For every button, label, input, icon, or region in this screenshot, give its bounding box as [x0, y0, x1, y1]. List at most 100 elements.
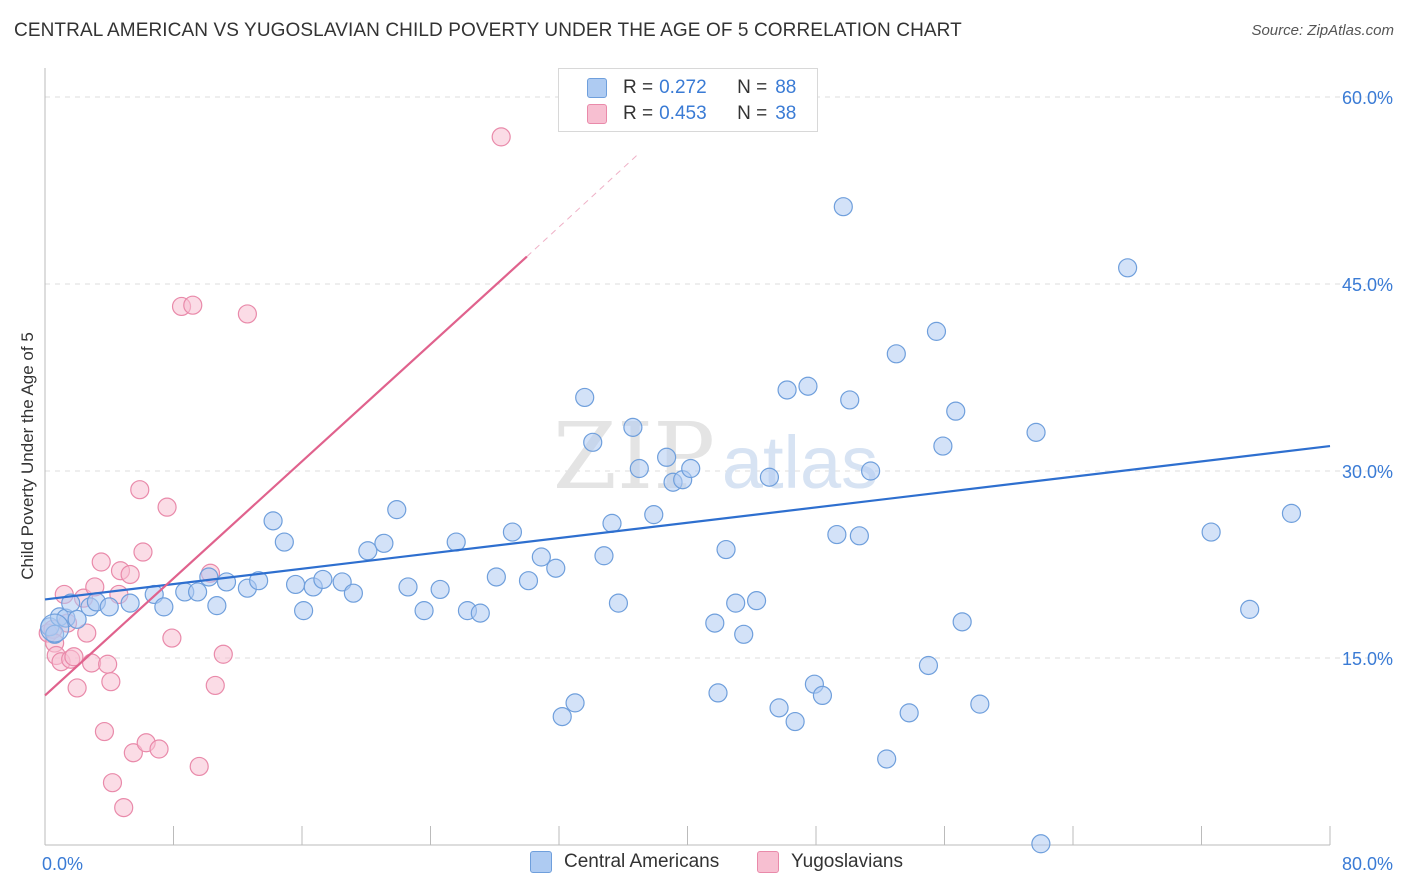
central-american-point [1031, 834, 1051, 854]
central-american-point [45, 624, 65, 644]
central-american-point [99, 597, 119, 617]
central-american-point [970, 694, 990, 714]
yugoslavian-point [101, 672, 121, 692]
yugoslavian-point [149, 739, 169, 759]
yugoslavians-points [38, 127, 511, 818]
watermark: ZIP atlas [553, 403, 878, 510]
central-american-point [840, 390, 860, 410]
central-american-point [726, 593, 746, 613]
chart-title: CENTRAL AMERICAN VS YUGOSLAVIAN CHILD PO… [14, 20, 962, 41]
y-tick-label: 15.0% [1342, 649, 1393, 669]
legend-r-value: 0.453 [659, 103, 707, 124]
central-american-point [552, 706, 572, 727]
legend-r-value: 0.272 [659, 77, 707, 98]
yugoslavian-point [120, 564, 140, 585]
central-american-point [358, 541, 378, 561]
central-american-point [716, 539, 736, 560]
central-american-point [565, 693, 585, 713]
central-american-point [657, 447, 677, 467]
stats-legend: R = 0.272 N = 88 R = 0.453 N = 38 [558, 68, 818, 132]
central-american-point [294, 601, 314, 621]
legend-r-label: R = [623, 77, 654, 98]
yugoslavian-point [205, 675, 225, 696]
central-american-point [285, 574, 306, 595]
central-american-point [705, 613, 725, 633]
central-american-point [926, 321, 947, 341]
trend-lines [44, 152, 1331, 697]
legend-n-value: 88 [775, 77, 797, 98]
central-american-point [374, 533, 394, 553]
central-american-point [708, 683, 728, 703]
series-legend: Central Americans Yugoslavians [0, 851, 1406, 877]
central-american-point [861, 461, 881, 481]
central-american-point [531, 547, 551, 567]
yugoslavian-point [237, 304, 257, 324]
central-american-point [886, 344, 906, 364]
yugoslavian-point [67, 678, 87, 698]
yugoslavian-point [123, 743, 143, 763]
central-american-point [623, 417, 643, 437]
grid-lines [45, 96, 1393, 659]
series-swatch-pink [757, 851, 779, 873]
central-americans-trend-line [44, 444, 1331, 601]
central-american-point [1118, 258, 1138, 278]
yugoslavian-point [64, 647, 84, 667]
legend-n-label: N = [737, 77, 768, 98]
yugoslavians-trend-extension [526, 152, 640, 257]
central-american-point [575, 387, 595, 408]
tick-labels: 15.0% 30.0% 45.0% 60.0% 0.0% 80.0% [42, 88, 1393, 874]
series-legend-yugoslavians[interactable]: Yugoslavians [757, 851, 903, 873]
yugoslavian-point [81, 653, 102, 673]
central-american-point [414, 601, 434, 621]
legend-n-label: N = [737, 103, 768, 124]
central-american-point [154, 597, 174, 617]
x-tick-label: 80.0% [1342, 854, 1393, 874]
central-american-point [216, 572, 237, 592]
central-american-point [313, 569, 333, 590]
series-name-yugoslavians: Yugoslavians [791, 851, 903, 872]
central-american-point [827, 524, 847, 545]
central-american-point [387, 500, 407, 520]
legend-swatch-pink [587, 104, 607, 124]
central-american-point [1201, 522, 1221, 542]
central-american-point [518, 571, 539, 591]
central-american-point [343, 583, 363, 603]
central-american-point [602, 513, 622, 533]
y-tick-label: 30.0% [1342, 462, 1393, 482]
central-american-point [446, 532, 466, 552]
central-americans-points [40, 197, 1302, 854]
yugoslavian-point [94, 721, 115, 742]
series-swatch-blue [530, 851, 552, 873]
yugoslavian-point [114, 797, 134, 818]
central-american-point [877, 749, 897, 769]
y-tick-label: 45.0% [1342, 275, 1393, 295]
central-american-point [798, 376, 818, 396]
central-american-point [67, 609, 87, 629]
central-american-point [274, 532, 294, 552]
central-american-point [933, 436, 953, 456]
yugoslavian-point [189, 756, 209, 777]
legend-n-value: 38 [775, 103, 797, 124]
central-american-point [1240, 599, 1260, 619]
yugoslavian-point [98, 654, 118, 674]
central-american-point [644, 505, 664, 525]
yugoslavians-trend-line [44, 255, 528, 697]
yugoslavian-point [102, 773, 123, 793]
yugoslavian-point [162, 628, 182, 648]
central-american-point [849, 526, 869, 546]
central-american-point [608, 593, 629, 613]
central-american-point [430, 579, 450, 600]
series-legend-central-americans[interactable]: Central Americans [530, 851, 719, 873]
central-american-point [746, 591, 767, 611]
central-american-point [918, 655, 939, 676]
central-american-point [207, 596, 227, 616]
chart-source: Source: ZipAtlas.com [1251, 22, 1394, 39]
central-american-point [946, 401, 966, 421]
central-american-point [833, 197, 853, 217]
y-tick-label: 60.0% [1342, 88, 1393, 108]
central-american-point [1281, 503, 1302, 523]
central-american-point [502, 522, 523, 542]
central-american-point [777, 380, 797, 400]
axes [44, 68, 1331, 846]
